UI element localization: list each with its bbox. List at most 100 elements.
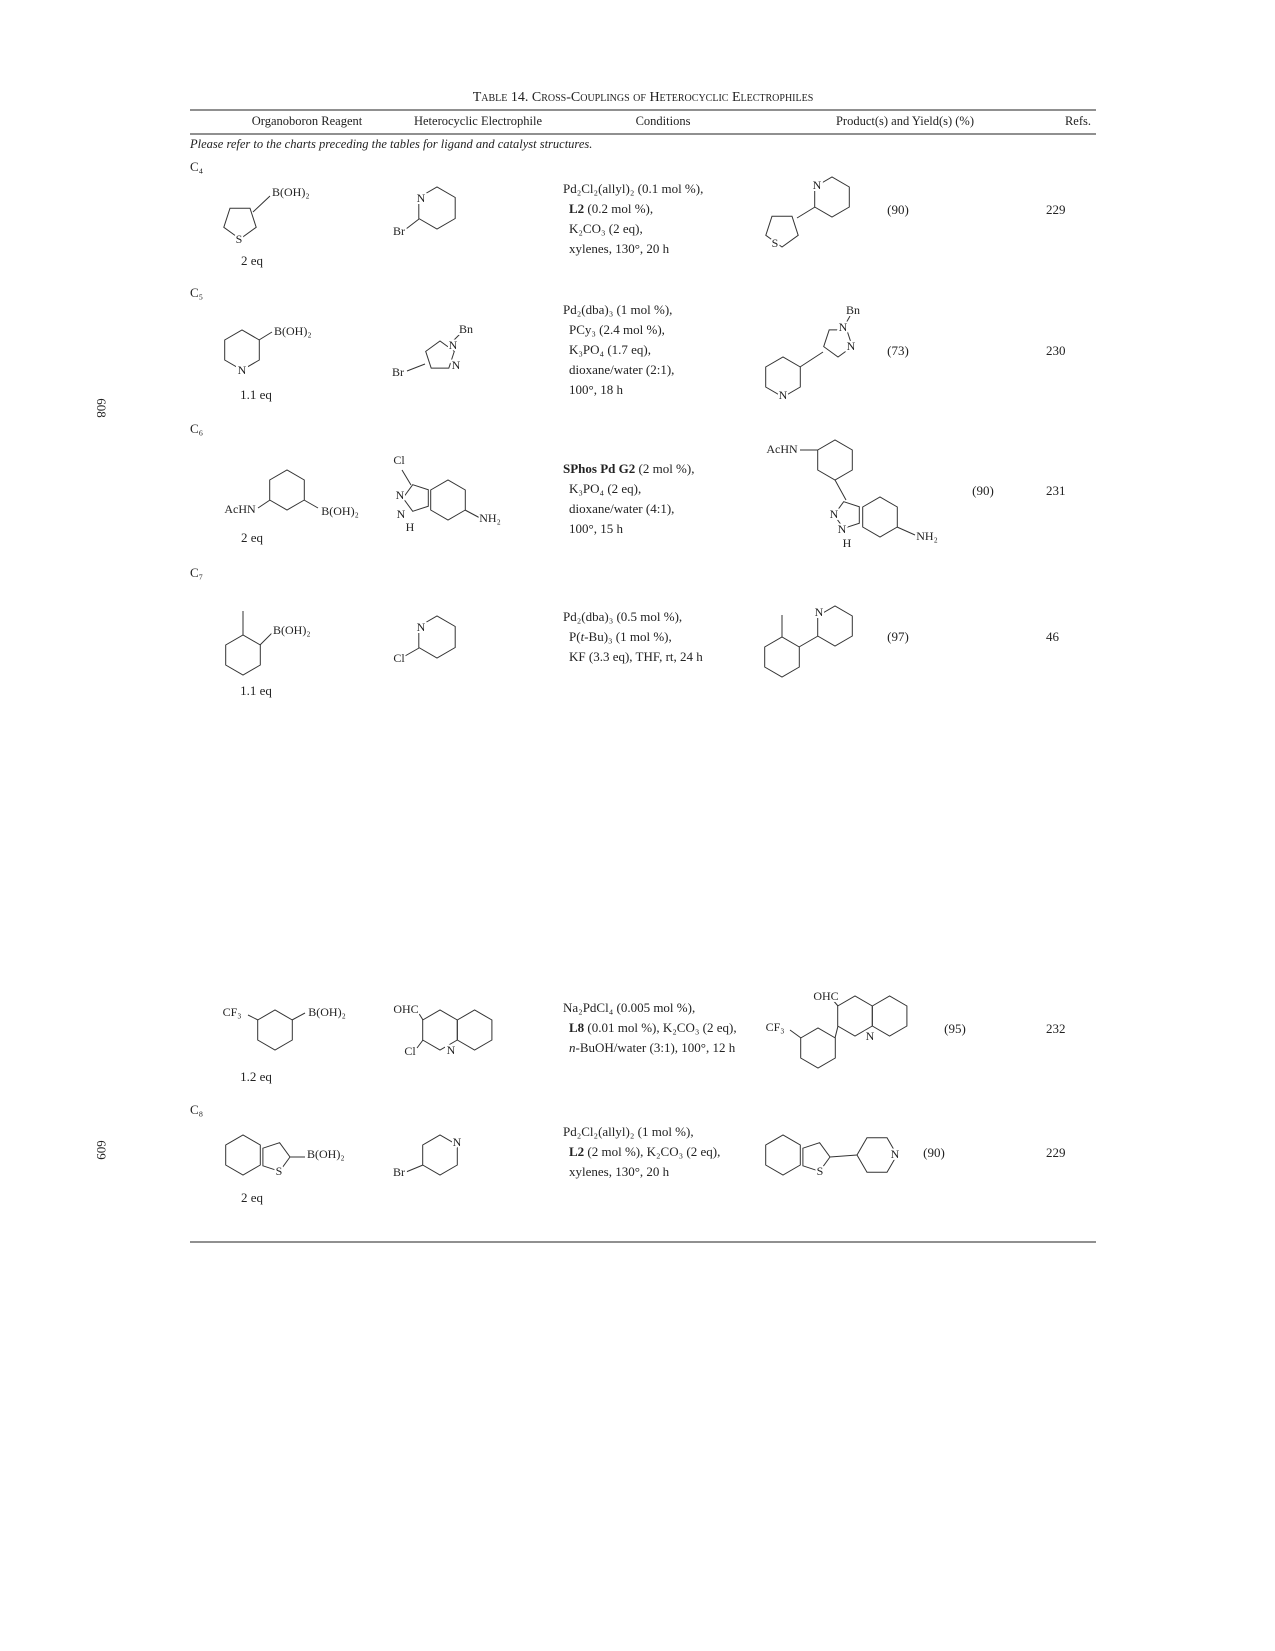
bond	[829, 1154, 858, 1158]
conditions-line: Pd₂Cl₂(allyl)₂ (1 mol %),	[563, 1124, 694, 1139]
electrophile-structure-label: N	[397, 507, 406, 521]
reference: 230	[1046, 343, 1066, 358]
bond	[252, 195, 271, 213]
electrophile-structure-label: Br	[393, 1165, 405, 1179]
ring-bond	[814, 176, 850, 218]
reagent-amount: 2 eq	[241, 530, 264, 545]
conditions-segment: 100°, 15 h	[569, 521, 623, 536]
product-structure-label: N	[891, 1147, 900, 1161]
conditions-line: KF (3.3 eq), THF, rt, 24 h	[569, 649, 703, 664]
electrophile-structure-label: Bn	[459, 322, 473, 336]
conditions-segment: xylenes, 130°, 20 h	[569, 1164, 670, 1179]
conditions-line: SPhos Pd G2 (2 mol %),	[563, 461, 694, 476]
conditions-segment: Pd₂(dba)₃ (0.5 mol %),	[563, 609, 682, 624]
reference: 229	[1046, 1145, 1066, 1160]
product-structure-label: H	[843, 536, 852, 550]
conditions-line: xylenes, 130°, 20 h	[569, 1164, 670, 1179]
ring-bond	[817, 605, 853, 647]
reference: 232	[1046, 1021, 1066, 1036]
ring-bond	[823, 329, 853, 358]
bond	[259, 632, 273, 646]
reference: 231	[1046, 483, 1066, 498]
conditions-segment: -Bu)₃ (1 mol %),	[584, 629, 672, 644]
ring-bond	[225, 634, 261, 676]
product-structure-label: N	[815, 605, 824, 619]
bond	[406, 363, 426, 372]
column-header: Organoboron Reagent	[252, 114, 363, 128]
reagent-structure-label: B(OH)₂	[308, 1005, 346, 1019]
product-structure-label: N	[847, 339, 856, 353]
conditions-segment: (2 mol %), K₂CO₃ (2 eq),	[584, 1144, 720, 1159]
ring-bond	[833, 501, 860, 529]
conditions-segment: P(	[569, 629, 581, 644]
conditions-line: dioxane/water (2:1),	[569, 362, 674, 377]
table-note: Please refer to the charts preceding the…	[189, 137, 592, 151]
electrophile-structure-label: NH₂	[479, 511, 501, 525]
reagent-amount: 1.1 eq	[240, 387, 272, 402]
electrophile-structure-label: Cl	[393, 651, 405, 665]
yield: (97)	[887, 629, 909, 644]
bond	[416, 1039, 424, 1049]
column-header: Conditions	[636, 114, 691, 128]
column-header: Product(s) and Yield(s) (%)	[836, 114, 974, 128]
ring-bond	[817, 439, 853, 481]
ring-bond	[418, 186, 456, 230]
bond	[405, 218, 420, 230]
bond	[799, 351, 824, 368]
product-structure-label: Bn	[846, 303, 860, 317]
bond	[831, 998, 839, 1007]
ring-bond	[402, 484, 429, 512]
product-structure-label: S	[817, 1164, 824, 1178]
conditions-segment: K₃PO₄ (2 eq),	[569, 481, 641, 496]
reagent-structure-label: N	[238, 363, 247, 377]
electrophile-structure-label: N	[453, 1135, 462, 1149]
conditions-segment: Pd₂(dba)₃ (1 mol %),	[563, 302, 672, 317]
conditions-line: dioxane/water (4:1),	[569, 501, 674, 516]
reagent-amount: 2 eq	[241, 1190, 264, 1205]
conditions-line: 100°, 15 h	[569, 521, 623, 536]
product-structure-label: N	[838, 522, 847, 536]
table-title: Table 14. Cross-Couplings of Heterocycli…	[473, 90, 814, 105]
conditions-segment: dioxane/water (2:1),	[569, 362, 674, 377]
product-structure-label: AcHN	[766, 442, 798, 456]
reagent-amount: 2 eq	[241, 253, 264, 268]
bond	[405, 1164, 424, 1173]
reagent-structure-label: CF₃	[223, 1005, 242, 1019]
electrophile-structure-label: Cl	[404, 1044, 416, 1058]
bond	[464, 509, 481, 519]
bond	[844, 315, 851, 326]
ring-bond	[422, 1134, 458, 1176]
conditions-line: L8 (0.01 mol %), K₂CO₃ (2 eq),	[569, 1020, 737, 1035]
ring-bond	[765, 215, 799, 248]
bond	[258, 331, 273, 341]
reagent-structure-label: S	[276, 1164, 283, 1178]
conditions-line: PCy₃ (2.4 mol %),	[569, 322, 665, 337]
column-header: Refs.	[1065, 114, 1091, 128]
reagent-structure-label: B(OH)₂	[321, 504, 359, 518]
product-structure-label: N	[839, 320, 848, 334]
yield: (90)	[887, 202, 909, 217]
bond	[896, 526, 916, 536]
ring-bond	[871, 995, 908, 1037]
product-structure-label: OHC	[813, 989, 838, 1003]
reagent-structure-label: AcHN	[224, 502, 256, 516]
reference: 46	[1046, 629, 1060, 644]
bond	[834, 1025, 839, 1039]
carbon-group-label: C₇	[190, 565, 203, 580]
conditions-line: xylenes, 130°, 20 h	[569, 241, 670, 256]
conditions-segment: (0.01 mol %), K₂CO₃ (2 eq),	[584, 1020, 736, 1035]
electrophile-structure-label: N	[447, 1043, 456, 1057]
conditions-line: Pd₂(dba)₃ (1 mol %),	[563, 302, 672, 317]
ring-bond	[800, 1027, 836, 1069]
conditions-line: K₂CO₃ (2 eq),	[569, 221, 643, 236]
bond	[789, 1029, 802, 1039]
conditions-segment: (0.2 mol %),	[584, 201, 653, 216]
bond	[798, 635, 819, 648]
product-structure-label: N	[779, 388, 788, 402]
bond	[834, 479, 847, 501]
electrophile-structure-label: N	[417, 191, 426, 205]
ring-bond	[262, 1142, 291, 1172]
conditions-line: Pd₂(dba)₃ (0.5 mol %),	[563, 609, 682, 624]
ring-bond	[257, 1009, 293, 1051]
